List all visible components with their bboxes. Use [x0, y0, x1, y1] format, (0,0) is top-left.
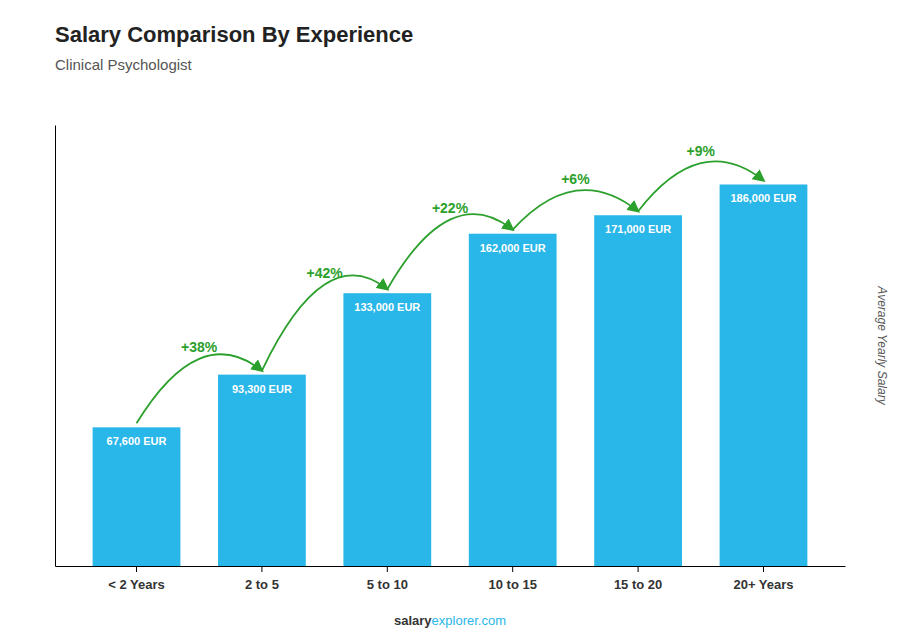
x-tick-mark: [638, 566, 639, 572]
x-tick-label: 10 to 15: [488, 577, 536, 592]
annotation: +22%: [432, 200, 469, 216]
x-tick-mark: [261, 566, 262, 572]
chart: Salary Comparison By Experience Clinical …: [0, 0, 900, 641]
y-axis-line: [55, 126, 56, 567]
x-axis: < 2 Years 2 to 5 5 to 10 10 to 15 15 to 20 20…: [56, 566, 846, 592]
change-arrow: [387, 214, 512, 289]
x-tick: 20+ Years: [733, 566, 793, 592]
title: Salary Comparison By Experience: [55, 22, 413, 47]
data-label: 67,600 EUR: [107, 435, 167, 447]
bar: [93, 427, 181, 566]
x-tick-label: 20+ Years: [733, 577, 793, 592]
annotation: +9%: [687, 143, 716, 159]
footer-part: explorer.com: [432, 613, 506, 628]
bar: [343, 293, 431, 566]
x-tick-label: 2 to 5: [245, 577, 279, 592]
x-tick-label: 15 to 20: [614, 577, 662, 592]
x-tick: < 2 Years: [108, 566, 165, 592]
x-tick-mark: [136, 566, 137, 572]
data-label: 162,000 EUR: [480, 242, 546, 254]
change-arrow: [137, 354, 262, 423]
subtitle: Clinical Psychologist: [55, 56, 193, 73]
bar: [594, 215, 682, 566]
y-axis-title: Average Yearly Salary: [875, 285, 889, 405]
annotations: +38% +42% +22% +6% +9%: [137, 143, 764, 423]
data-label: 171,000 EUR: [605, 223, 671, 235]
x-axis-line: [56, 566, 846, 567]
x-tick: 15 to 20: [614, 566, 662, 592]
x-tick-mark: [387, 566, 388, 572]
y-axis: [55, 126, 56, 567]
change-arrow: [513, 190, 638, 230]
data-label: 186,000 EUR: [730, 192, 796, 204]
change-arrow: [262, 275, 387, 370]
bar: [218, 375, 306, 566]
x-tick: 2 to 5: [245, 566, 279, 592]
footer: salaryexplorer.com: [394, 613, 506, 628]
data-label: 93,300 EUR: [232, 383, 292, 395]
x-tick-label: 5 to 10: [367, 577, 408, 592]
annotation: +38%: [181, 339, 218, 355]
x-tick-mark: [763, 566, 764, 572]
data-label: 133,000 EUR: [354, 301, 420, 313]
footer-part: salary: [394, 613, 432, 628]
bar: [469, 234, 557, 566]
x-tick-mark: [512, 566, 513, 572]
data-labels: 67,600 EUR 93,300 EUR 133,000 EUR 162,000 E…: [107, 192, 797, 447]
change-arrow: [638, 161, 763, 211]
annotation: +42%: [307, 265, 344, 281]
x-tick: 10 to 15: [488, 566, 536, 592]
bar: [720, 184, 808, 566]
annotation: +6%: [561, 171, 590, 187]
bars: [93, 184, 808, 566]
x-tick: 5 to 10: [367, 566, 408, 592]
x-tick-label: < 2 Years: [108, 577, 165, 592]
